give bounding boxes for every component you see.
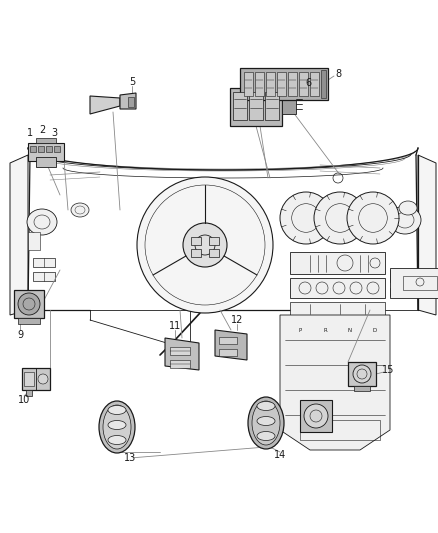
Polygon shape — [165, 338, 199, 370]
Ellipse shape — [71, 203, 89, 217]
Bar — [244, 72, 253, 96]
Bar — [170, 360, 190, 368]
Circle shape — [314, 192, 366, 244]
Bar — [219, 349, 237, 356]
Ellipse shape — [27, 209, 57, 235]
Bar — [300, 420, 380, 440]
Bar — [299, 72, 308, 96]
Ellipse shape — [389, 206, 421, 234]
Bar — [288, 72, 297, 96]
Bar — [26, 390, 32, 396]
Ellipse shape — [108, 421, 126, 430]
Text: 14: 14 — [274, 450, 286, 460]
Bar — [128, 97, 134, 107]
Ellipse shape — [103, 405, 131, 449]
Text: 11: 11 — [169, 321, 181, 331]
Polygon shape — [10, 155, 28, 315]
Ellipse shape — [257, 416, 275, 425]
Bar — [28, 143, 64, 161]
Bar — [290, 252, 385, 274]
Bar — [22, 368, 50, 390]
Polygon shape — [215, 330, 247, 360]
Ellipse shape — [399, 201, 417, 215]
Bar — [219, 337, 237, 344]
Text: 8: 8 — [335, 69, 341, 79]
Bar — [310, 72, 319, 96]
Circle shape — [137, 177, 273, 313]
Text: P: P — [298, 327, 302, 333]
Text: 15: 15 — [382, 365, 394, 375]
Bar — [354, 386, 370, 391]
Bar — [230, 88, 282, 126]
Ellipse shape — [257, 401, 275, 410]
Bar — [290, 278, 385, 298]
Ellipse shape — [252, 401, 280, 445]
Bar — [54, 146, 60, 152]
Bar — [36, 157, 56, 167]
Circle shape — [183, 223, 227, 267]
Text: 9: 9 — [17, 330, 23, 340]
Bar — [28, 232, 40, 250]
Circle shape — [353, 365, 371, 383]
Bar — [46, 146, 52, 152]
Circle shape — [304, 404, 328, 428]
Bar — [282, 96, 296, 114]
Bar — [233, 92, 247, 120]
Ellipse shape — [108, 435, 126, 445]
Text: 13: 13 — [124, 453, 136, 463]
Polygon shape — [90, 96, 120, 114]
Text: 12: 12 — [231, 315, 243, 325]
Polygon shape — [418, 155, 436, 315]
Bar — [390, 288, 418, 296]
Bar — [403, 276, 437, 290]
Bar — [249, 92, 263, 120]
Bar — [265, 92, 279, 120]
Bar — [209, 249, 219, 257]
Circle shape — [347, 192, 399, 244]
Bar — [14, 290, 44, 318]
Polygon shape — [120, 93, 136, 109]
Text: 6: 6 — [305, 78, 311, 88]
Bar — [209, 237, 219, 245]
Bar — [266, 72, 275, 96]
Text: N: N — [348, 327, 352, 333]
Text: R: R — [323, 327, 327, 333]
Circle shape — [18, 293, 40, 315]
Bar — [170, 347, 190, 355]
Bar — [277, 72, 286, 96]
Bar — [390, 270, 418, 282]
Text: 5: 5 — [129, 77, 135, 87]
Bar — [191, 249, 201, 257]
Circle shape — [280, 192, 332, 244]
Bar — [33, 272, 55, 281]
Bar — [390, 268, 438, 298]
Ellipse shape — [108, 406, 126, 415]
Bar — [33, 258, 55, 267]
Bar — [348, 362, 376, 386]
Bar — [321, 70, 326, 98]
Bar — [191, 237, 201, 245]
Bar — [24, 372, 34, 386]
Bar — [36, 138, 56, 143]
Text: 1: 1 — [27, 128, 33, 138]
Bar — [290, 302, 385, 316]
Polygon shape — [280, 315, 390, 450]
Ellipse shape — [248, 397, 284, 449]
Text: 3: 3 — [51, 128, 57, 138]
Circle shape — [38, 374, 48, 384]
Bar — [30, 146, 36, 152]
Text: 10: 10 — [18, 395, 30, 405]
Text: 2: 2 — [39, 125, 45, 135]
Text: D: D — [373, 327, 377, 333]
Bar — [300, 400, 332, 432]
Bar — [255, 72, 264, 96]
Ellipse shape — [99, 401, 135, 453]
Bar — [240, 68, 328, 100]
Bar — [38, 146, 44, 152]
Ellipse shape — [257, 432, 275, 440]
Bar — [18, 318, 40, 324]
